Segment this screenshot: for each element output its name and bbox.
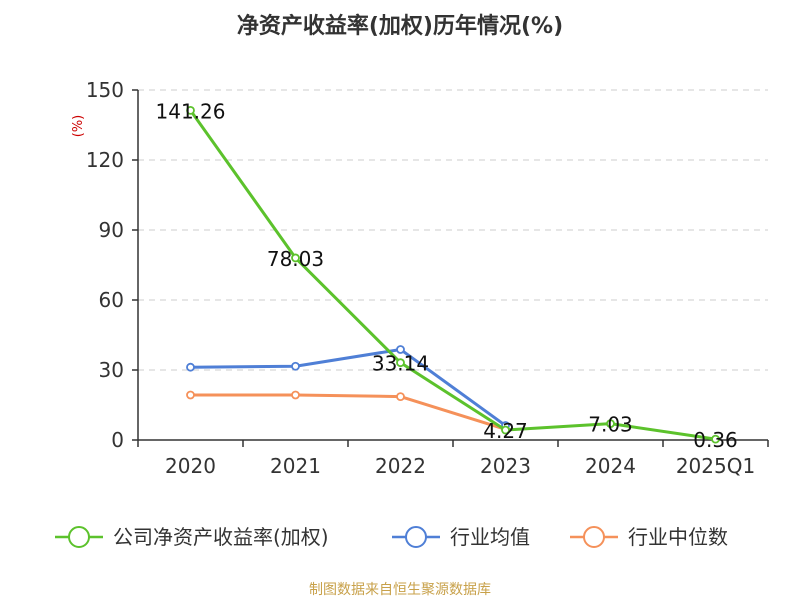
legend: 公司净资产收益率(加权) 行业均值 行业中位数 [55, 525, 728, 549]
data-point [396, 392, 405, 402]
y-tick-label: 30 [99, 358, 124, 382]
legend-label: 公司净资产收益率(加权) [113, 525, 329, 549]
x-tick-label: 2020 [165, 454, 216, 478]
y-tick-label: 120 [86, 148, 124, 172]
x-tick-label: 2025Q1 [676, 454, 755, 478]
data-point [186, 362, 195, 372]
data-point [606, 419, 615, 428]
data-label: 7.03 [588, 413, 633, 437]
chart-title: 净资产收益率(加权)历年情况(%) [237, 13, 563, 39]
y-tick-label: 150 [86, 78, 124, 102]
legend-item: 行业均值 [392, 525, 530, 549]
data-point [711, 434, 720, 444]
series-lines [186, 105, 720, 444]
series-0 [186, 105, 720, 444]
axes: 0 30 60 90 120 150 2020 2021 2022 2023 2024 2025Q1 [86, 78, 769, 478]
y-tick-label: 60 [99, 288, 124, 312]
legend-circle-swatch [68, 526, 90, 548]
y-axis-unit-label: (%) [71, 115, 86, 138]
series-1 [186, 345, 510, 430]
x-tick-label: 2023 [480, 454, 531, 478]
legend-circle-swatch [583, 526, 605, 548]
x-tick-label: 2024 [585, 454, 636, 478]
series-line [190, 393, 506, 431]
series-line [189, 109, 716, 441]
data-label: 78.03 [267, 247, 324, 271]
data-point [186, 105, 195, 115]
grid-lines [138, 89, 768, 371]
data-label: 33.14 [372, 352, 429, 376]
data-label: 4.27 [483, 419, 528, 443]
x-tick-label: 2021 [270, 454, 321, 478]
y-tick-label: 0 [111, 428, 124, 452]
data-point [396, 345, 405, 354]
legend-label: 行业中位数 [628, 525, 728, 549]
legend-item: 行业中位数 [570, 525, 728, 549]
data-point [501, 425, 510, 435]
legend-circle-swatch [405, 526, 427, 548]
data-point [291, 361, 300, 371]
series-2 [186, 390, 510, 434]
y-tick-label: 90 [99, 218, 124, 242]
source-note: 制图数据来自恒生聚源数据库 [309, 582, 491, 598]
legend-label: 行业均值 [450, 525, 530, 549]
data-point [291, 253, 300, 263]
series-line [190, 347, 507, 427]
data-label: 141.26 [156, 99, 226, 123]
data-point [291, 390, 300, 400]
data-point [396, 358, 405, 368]
data-label: 0.36 [693, 428, 738, 452]
x-tick-label: 2022 [375, 454, 426, 478]
legend-item: 公司净资产收益率(加权) [55, 525, 329, 549]
data-labels: 141.26 78.03 33.14 4.27 7.03 0.36 [156, 99, 738, 452]
data-point [186, 390, 195, 400]
